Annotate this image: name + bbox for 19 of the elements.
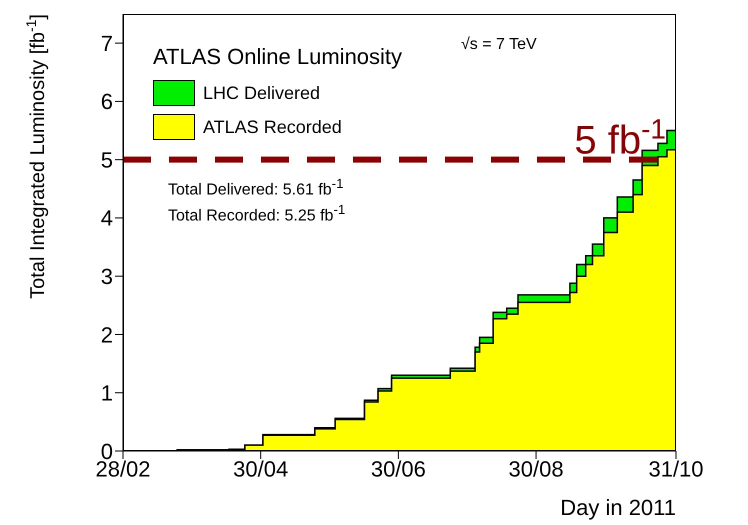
x-tick-label: 30/04 bbox=[233, 456, 288, 482]
y-tick-label: 4 bbox=[100, 206, 113, 231]
y-tick-label: 1 bbox=[100, 380, 113, 406]
x-tick-label: 31/10 bbox=[648, 456, 704, 482]
legend-title: ATLAS Online Luminosity bbox=[153, 44, 402, 70]
x-tick-label: 30/08 bbox=[508, 456, 564, 482]
y-tick-label: 6 bbox=[100, 89, 113, 114]
y-tick-label: 7 bbox=[100, 30, 113, 56]
ref-line-label: 5 fb$^{-1}$ bbox=[574, 113, 666, 163]
y-tick-label: 3 bbox=[100, 264, 113, 290]
y-tick-label: 2 bbox=[100, 322, 113, 348]
x-axis-title: Day in 2011 bbox=[560, 495, 676, 520]
x-tick-label: 30/06 bbox=[370, 456, 426, 482]
annotation: Total Delivered: 5.61 fb$^{-1}$ bbox=[168, 176, 344, 200]
y-tick-label: 5 bbox=[100, 147, 113, 172]
legend-label: ATLAS Recorded bbox=[203, 116, 342, 138]
annotation: Total Recorded: 5.25 fb$^{-1}$ bbox=[168, 202, 346, 226]
legend-label: LHC Delivered bbox=[203, 82, 320, 104]
annotation: √s = 7 TeV bbox=[461, 36, 537, 54]
